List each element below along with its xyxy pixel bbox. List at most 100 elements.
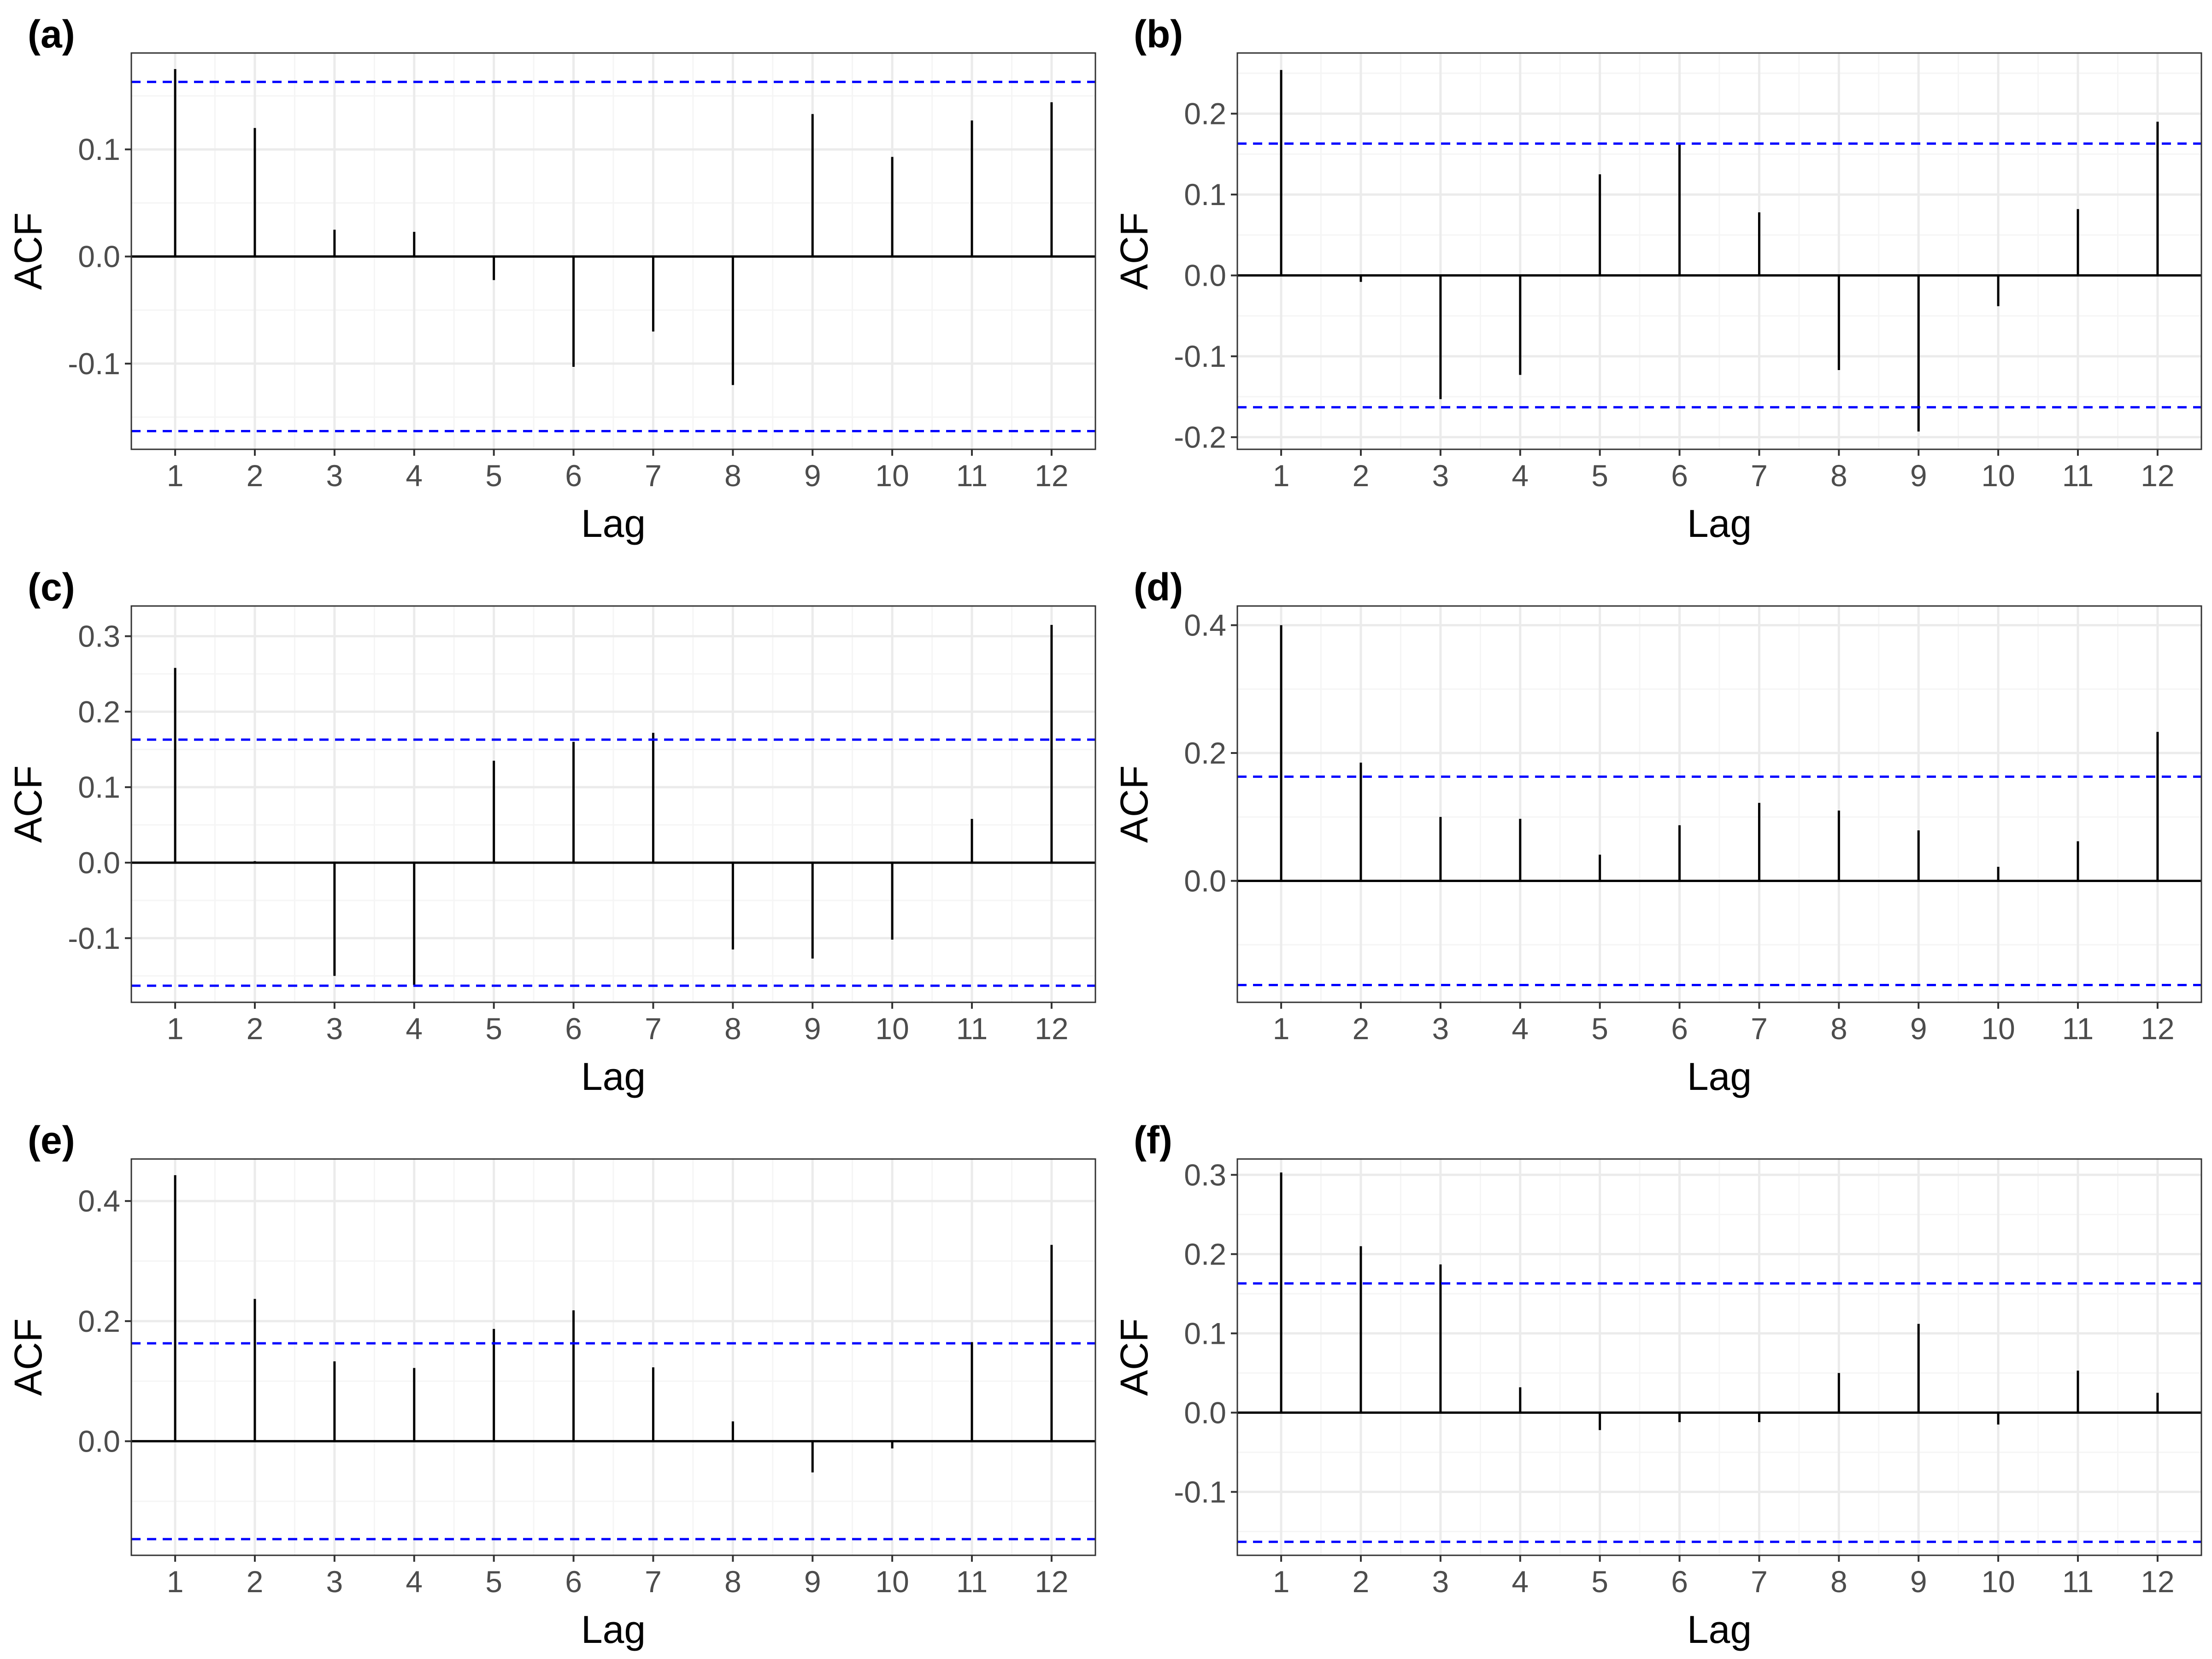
acf-panel: -0.2-0.10.00.10.21 2 3 4 5 6 7 8 9 10 11 12LagACF(b… [1112, 12, 2202, 545]
panel-tag-label: (b) [1134, 12, 1183, 56]
x-tick-label: 11 [2062, 459, 2094, 493]
x-tick-label: 4 [406, 1565, 423, 1599]
x-tick-label: 10 [875, 459, 909, 493]
y-tick-label: -0.1 [68, 921, 120, 955]
panel-border [130, 605, 1096, 1003]
x-tick-label: 6 [1671, 1012, 1688, 1046]
y-tick-label: 0.0 [1184, 259, 1226, 293]
x-tick-label: 2 [1353, 459, 1370, 493]
x-tick-label: 12 [2141, 459, 2174, 493]
x-tick-label: 12 [2141, 1565, 2174, 1599]
x-tick-label: 1 [167, 1012, 184, 1046]
x-tick-label: 10 [1981, 459, 2015, 493]
x-axis-title: Lag [581, 1608, 646, 1651]
y-tick-label: 0.0 [1184, 864, 1226, 898]
x-tick-label: 5 [1591, 1565, 1608, 1599]
x-tick-label: 6 [565, 1012, 582, 1046]
y-axis-title: ACF [1112, 212, 1156, 290]
x-tick-label: 8 [1830, 459, 1847, 493]
x-tick-label: 2 [1353, 1565, 1370, 1599]
x-tick-label: 12 [1035, 1565, 1068, 1599]
panel-border [1236, 1158, 2202, 1556]
x-tick-label: 12 [1035, 459, 1068, 493]
x-tick-label: 5 [485, 1012, 502, 1046]
x-tick-label: 7 [1751, 1012, 1768, 1046]
x-tick-label: 7 [1751, 1565, 1768, 1599]
y-axis-title: ACF [6, 1318, 50, 1396]
y-tick-label: 0.3 [1184, 1158, 1226, 1192]
x-tick-label: 12 [1035, 1012, 1068, 1046]
x-tick-label: 9 [1910, 1012, 1927, 1046]
y-tick-label: 0.4 [1184, 608, 1226, 642]
panel-border [130, 1158, 1096, 1556]
y-tick-label: 0.2 [78, 694, 120, 729]
y-tick-label: 0.2 [1184, 736, 1226, 770]
y-tick-label: 0.1 [78, 770, 120, 804]
x-tick-label: 8 [724, 1012, 741, 1046]
x-tick-label: 3 [326, 1012, 343, 1046]
x-tick-label: 5 [1591, 1012, 1608, 1046]
x-tick-label: 5 [485, 1565, 502, 1599]
x-tick-label: 3 [1432, 459, 1449, 493]
y-axis-title: ACF [1112, 1318, 1156, 1396]
x-axis-title: Lag [1687, 502, 1752, 545]
x-tick-label: 9 [804, 1565, 821, 1599]
x-tick-label: 7 [645, 459, 662, 493]
x-tick-label: 6 [565, 1565, 582, 1599]
y-tick-label: 0.2 [1184, 1237, 1226, 1271]
x-tick-label: 11 [956, 459, 988, 493]
y-tick-label: 0.2 [1184, 97, 1226, 131]
x-axis-title: Lag [581, 502, 646, 545]
y-tick-label: 0.4 [78, 1184, 120, 1218]
y-tick-label: 0.0 [78, 240, 120, 274]
panel-border [1236, 52, 2202, 450]
x-tick-label: 9 [804, 459, 821, 493]
x-tick-label: 8 [724, 459, 741, 493]
y-tick-label: -0.1 [68, 347, 120, 381]
x-tick-label: 4 [1512, 1012, 1529, 1046]
x-tick-label: 10 [1981, 1012, 2015, 1046]
x-tick-label: 2 [1353, 1012, 1370, 1046]
x-tick-label: 10 [875, 1565, 909, 1599]
x-tick-label: 1 [1273, 459, 1290, 493]
panel-tag-label: (d) [1134, 565, 1183, 609]
x-tick-label: 10 [1981, 1565, 2015, 1599]
y-tick-label: -0.1 [1174, 339, 1226, 373]
y-tick-label: 0.3 [78, 619, 120, 653]
y-axis-title: ACF [6, 212, 50, 290]
x-tick-label: 4 [406, 1012, 423, 1046]
x-tick-label: 9 [1910, 1565, 1927, 1599]
y-tick-label: 0.0 [78, 846, 120, 880]
x-tick-label: 3 [1432, 1565, 1449, 1599]
x-tick-label: 11 [2062, 1565, 2094, 1599]
x-tick-label: 9 [1910, 459, 1927, 493]
x-axis-title: Lag [581, 1055, 646, 1098]
panel-border [130, 52, 1096, 450]
x-tick-label: 3 [326, 459, 343, 493]
x-tick-label: 12 [2141, 1012, 2174, 1046]
x-tick-label: 1 [1273, 1012, 1290, 1046]
y-tick-label: -0.1 [1174, 1475, 1226, 1509]
x-tick-label: 4 [1512, 1565, 1529, 1599]
y-tick-label: 0.1 [1184, 177, 1226, 212]
x-tick-label: 8 [724, 1565, 741, 1599]
x-tick-label: 5 [485, 459, 502, 493]
x-tick-label: 10 [875, 1012, 909, 1046]
y-tick-label: 0.0 [1184, 1395, 1226, 1430]
x-tick-label: 4 [1512, 459, 1529, 493]
x-tick-label: 5 [1591, 459, 1608, 493]
panel-tag-label: (a) [28, 12, 75, 56]
x-tick-label: 1 [1273, 1565, 1290, 1599]
x-tick-label: 4 [406, 459, 423, 493]
x-axis-title: Lag [1687, 1055, 1752, 1098]
x-tick-label: 6 [565, 459, 582, 493]
x-tick-label: 6 [1671, 459, 1688, 493]
x-tick-label: 1 [167, 1565, 184, 1599]
x-tick-label: 3 [1432, 1012, 1449, 1046]
